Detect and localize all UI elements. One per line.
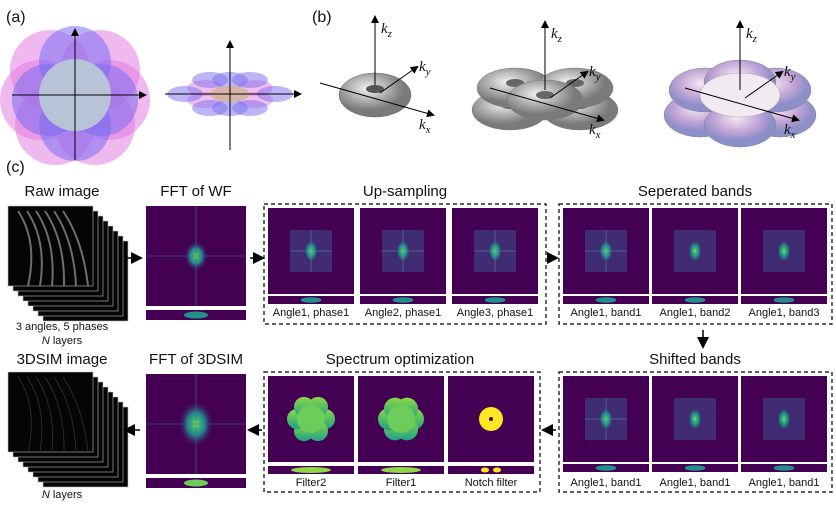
axis-subscript: z <box>387 28 393 40</box>
section-title: FFT of WF <box>160 183 231 200</box>
panel-label: (c) <box>6 159 25 176</box>
tile-label: Angle1, phase1 <box>273 307 349 319</box>
section-title: Seperated bands <box>638 183 752 200</box>
axis-subscript: x <box>595 129 601 141</box>
caption-italic: N <box>42 489 50 501</box>
section-title: Up-sampling <box>363 183 447 200</box>
section-title: Spectrum optimization <box>326 351 474 368</box>
section-title: FFT of 3DSIM <box>149 351 243 368</box>
axis-subscript: z <box>752 33 758 45</box>
otf-diagram <box>0 26 300 165</box>
tile-label: Angle1, band1 <box>571 307 642 319</box>
panel-label: (b) <box>312 9 332 26</box>
tile-label: Angle3, phase1 <box>457 307 533 319</box>
caption: N layers <box>42 335 83 347</box>
axis-label: kx <box>419 117 431 136</box>
axis-subscript: z <box>557 33 563 45</box>
tile-label: Filter2 <box>296 477 327 489</box>
tile-label: Angle1, band1 <box>660 477 731 489</box>
caption-italic: N <box>42 335 50 347</box>
tile-label: Angle1, band1 <box>749 477 820 489</box>
axis-subscript: y <box>790 71 796 83</box>
tile-label: Filter1 <box>386 477 417 489</box>
axis-label: ky <box>419 59 431 78</box>
tile-label: Angle1, band3 <box>749 307 820 319</box>
axis-label: kz <box>381 21 393 40</box>
caption-text: layers <box>50 335 83 347</box>
section-title: Raw image <box>24 183 99 200</box>
axis-subscript: x <box>425 124 431 136</box>
axis-label: kz <box>746 26 758 45</box>
axis-label: kz <box>551 26 563 45</box>
tile-label: Angle2, phase1 <box>365 307 441 319</box>
tile-label: Angle1, band1 <box>571 477 642 489</box>
section-title: Shifted bands <box>649 351 741 368</box>
figure: (a) (b) (c) kzkykxkzkykxkzkykx Raw image… <box>0 0 836 506</box>
caption: 3 angles, 5 phases <box>16 321 109 333</box>
axis-subscript: y <box>595 71 601 83</box>
panel-label: (a) <box>6 9 26 26</box>
pipeline: Raw image 3 angles, 5 phases N layers FFT o… <box>8 183 832 501</box>
caption-text: layers <box>50 489 83 501</box>
section-title: 3DSIM image <box>17 351 108 368</box>
axis-subscript: x <box>790 129 796 141</box>
tile-label: Notch filter <box>465 477 518 489</box>
axis-subscript: y <box>425 66 431 78</box>
tile-label: Angle1, band2 <box>660 307 731 319</box>
caption: N layers <box>42 489 83 501</box>
